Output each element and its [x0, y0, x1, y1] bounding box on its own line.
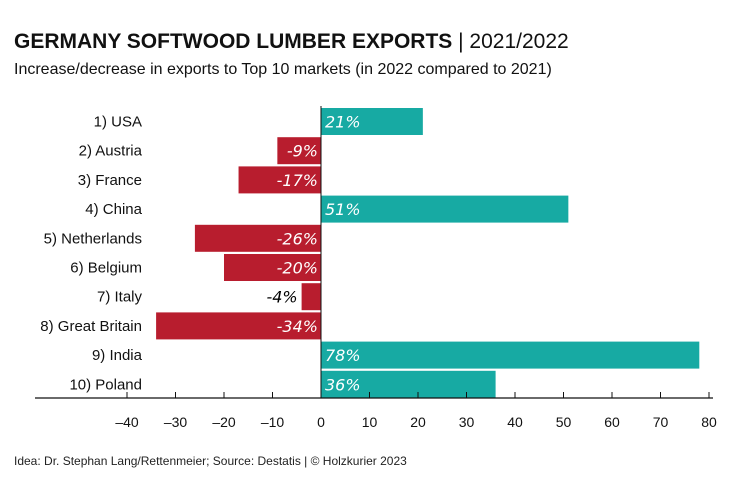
data-label: 78% [325, 346, 361, 365]
bar [238, 166, 321, 194]
category-label: 1) USA [94, 114, 142, 131]
x-tick-label: –30 [164, 414, 188, 430]
category-label: 4) China [85, 201, 142, 218]
title-bold: GERMANY SOFTWOOD LUMBER EXPORTS [14, 30, 453, 53]
x-tick-label: –40 [115, 414, 139, 430]
source-note: Idea: Dr. Stephan Lang/Rettenmeier; Sour… [14, 454, 407, 468]
data-label: -9% [287, 142, 318, 161]
bar [224, 254, 321, 281]
x-tick-label: –10 [261, 414, 285, 430]
chart-subtitle: Increase/decrease in exports to Top 10 m… [14, 61, 552, 78]
bar [321, 108, 423, 135]
category-label: 3) France [78, 172, 142, 189]
data-label: -26% [277, 229, 318, 248]
x-tick-label: 40 [507, 414, 523, 430]
category-label: 5) Netherlands [44, 230, 142, 247]
bar [321, 341, 700, 369]
chart-title: GERMANY SOFTWOOD LUMBER EXPORTS | 2021/2… [14, 30, 569, 54]
bar [194, 224, 321, 252]
x-tick-label: 30 [459, 414, 475, 430]
category-label: 2) Austria [79, 143, 143, 160]
x-tick-label: 50 [556, 414, 572, 430]
bar [156, 312, 321, 340]
category-label: 9) India [92, 347, 143, 364]
x-tick-label: 80 [701, 414, 717, 430]
data-label: 36% [325, 375, 361, 394]
data-label: -17% [277, 171, 318, 190]
title-years: | 2021/2022 [458, 30, 569, 53]
category-label: 8) Great Britain [40, 318, 142, 335]
data-label: -34% [277, 317, 318, 336]
bar [277, 137, 321, 165]
x-tick-label: 60 [604, 414, 620, 430]
bar [321, 195, 569, 223]
data-label: -4% [266, 288, 297, 307]
x-tick-label: 20 [410, 414, 426, 430]
data-label: 21% [325, 113, 361, 132]
x-tick-label: –20 [212, 414, 236, 430]
category-label: 6) Belgium [70, 260, 142, 277]
category-label: 7) Italy [97, 289, 143, 306]
data-label: 51% [325, 200, 361, 219]
bar [301, 283, 321, 311]
x-tick-label: 70 [653, 414, 669, 430]
data-label: -20% [277, 259, 318, 278]
category-label: 10) Poland [69, 376, 142, 393]
x-tick-label: 10 [362, 414, 378, 430]
x-tick-label: 0 [317, 414, 325, 430]
